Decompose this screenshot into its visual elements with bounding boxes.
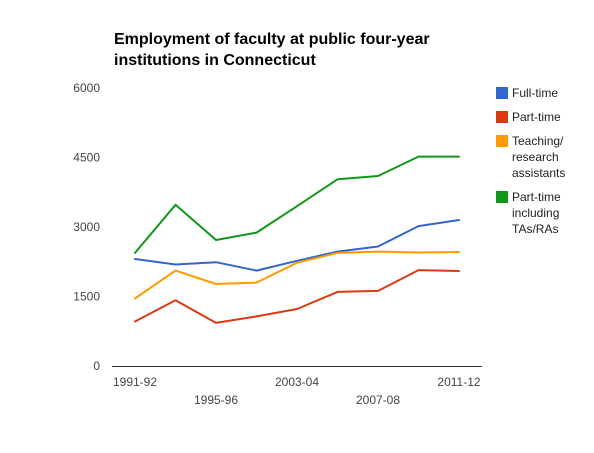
legend-swatch-2 bbox=[496, 111, 508, 123]
series-line-4 bbox=[134, 155, 460, 254]
y-tick-label: 4500 bbox=[73, 151, 100, 165]
legend-label-2: Part-time bbox=[512, 110, 561, 124]
legend-label-1: Full-time bbox=[512, 86, 558, 100]
series-layer bbox=[134, 155, 460, 324]
legend-label-4: TAs/RAs bbox=[512, 222, 558, 236]
x-tick-label: 1991-92 bbox=[113, 375, 157, 389]
x-tick-label: 2007-08 bbox=[356, 393, 400, 407]
x-tick-label: 2011-12 bbox=[437, 375, 480, 389]
legend-label-3: assistants bbox=[512, 166, 565, 180]
y-axis: 0 1500 3000 4500 6000 bbox=[73, 81, 100, 373]
chart-title-line-2: institutions in Connecticut bbox=[114, 52, 316, 69]
series-line-3 bbox=[134, 250, 460, 300]
x-axis: 1991-92 2003-04 2011-12 1995-96 2007-08 bbox=[112, 366, 482, 407]
y-tick-label: 1500 bbox=[73, 290, 100, 304]
chart-title: Employment of faculty at public four-yea… bbox=[114, 31, 430, 69]
x-tick-label: 1995-96 bbox=[194, 393, 238, 407]
y-tick-label: 0 bbox=[93, 359, 100, 373]
legend-swatch-3 bbox=[496, 135, 508, 147]
legend-label-3: research bbox=[512, 150, 559, 164]
series-line-2 bbox=[134, 269, 460, 324]
y-tick-label: 6000 bbox=[73, 81, 100, 95]
chart-title-line-1: Employment of faculty at public four-yea… bbox=[114, 31, 430, 48]
legend: Full-time Part-time Teaching/research assis… bbox=[496, 86, 565, 236]
legend-swatch-1 bbox=[496, 87, 508, 99]
legend-swatch-4 bbox=[496, 191, 508, 203]
legend-label-3: Teaching/ bbox=[512, 134, 564, 148]
legend-label-4: including bbox=[512, 206, 559, 220]
y-tick-label: 3000 bbox=[73, 220, 100, 234]
series-line-1 bbox=[134, 219, 460, 272]
legend-label-4: Part-time bbox=[512, 190, 561, 204]
x-tick-label: 2003-04 bbox=[275, 375, 319, 389]
